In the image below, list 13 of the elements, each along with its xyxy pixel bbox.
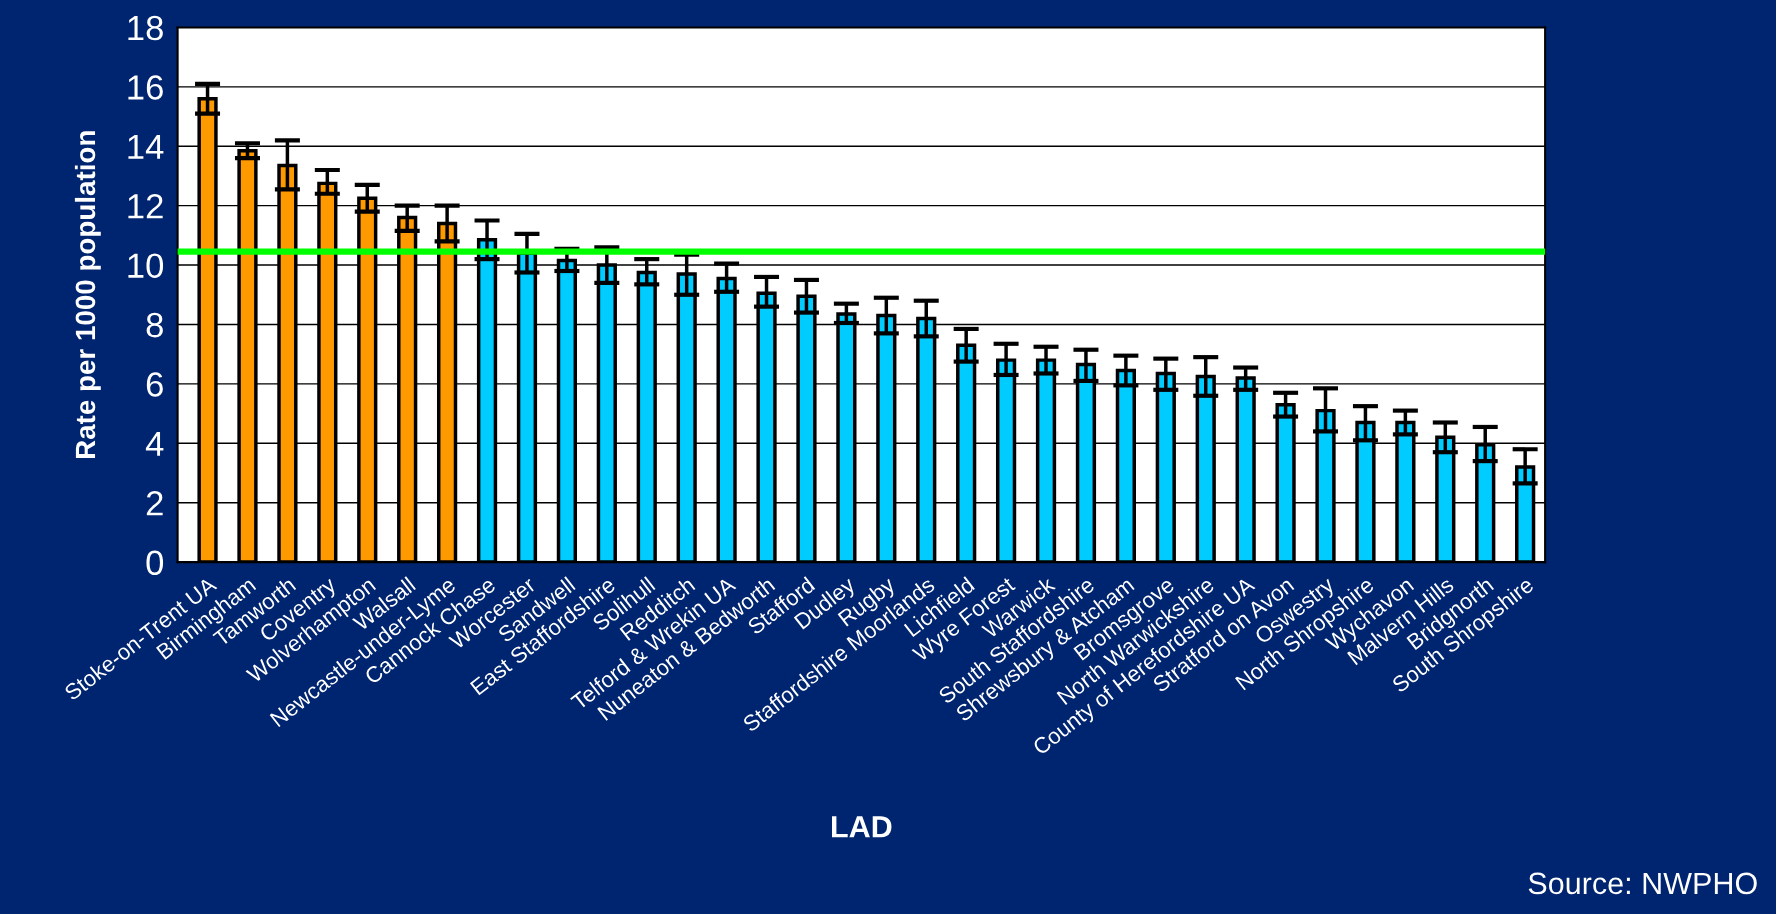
y-tick-label: 0 (146, 550, 164, 576)
y-tick-label: 12 (128, 193, 163, 219)
x-axis-title: LAD (832, 816, 892, 838)
y-tick-label: 2 (146, 491, 163, 516)
y-tick-label: 18 (128, 15, 163, 41)
y-tick-label: 16 (128, 75, 163, 100)
y-tick-label: 10 (128, 253, 164, 278)
y-tick-label: 6 (146, 372, 163, 397)
y-axis-title: Rate per 1000 population (74, 131, 101, 459)
y-tick-label: 14 (128, 134, 164, 159)
source-note: Source: NWPHO (1528, 872, 1757, 895)
y-tick-label: 4 (145, 431, 164, 456)
y-tick-label: 8 (146, 312, 163, 338)
